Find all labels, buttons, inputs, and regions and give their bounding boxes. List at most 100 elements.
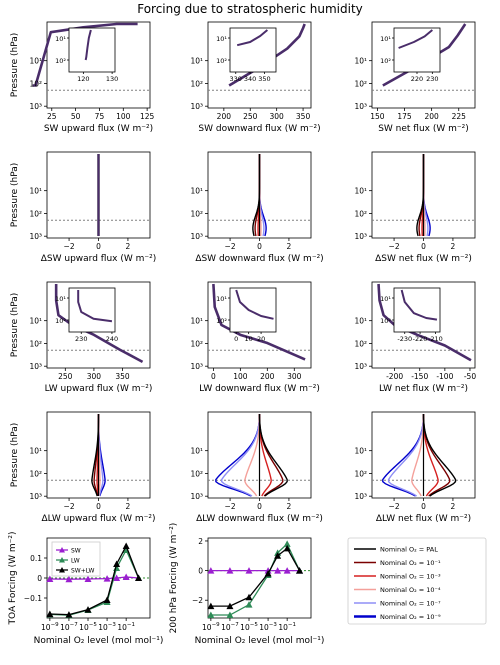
x-axis-label: LW upward flux (W m⁻²) <box>45 384 153 394</box>
inset-profile-line <box>400 289 438 321</box>
axes-frame <box>371 21 476 109</box>
forcing-marker <box>46 575 54 582</box>
x-tick-label: −2 <box>225 502 236 511</box>
x-tick-label: 250 <box>243 112 258 121</box>
x-tick-label: 150 <box>370 112 385 121</box>
forcing-marker <box>274 552 282 559</box>
inset-y-tick-label: 10¹ <box>380 35 391 43</box>
panel-toa: −0.1 0 0.1 10−9 10−7 10−5 10−3 10−1 TOA Forcing … <box>8 532 163 646</box>
forcing-marker <box>84 575 92 582</box>
y-tick-label: 10² <box>190 79 203 88</box>
legend-marker <box>59 557 65 563</box>
x-axis-label: SW net flux (W m⁻²) <box>378 124 469 134</box>
legend-label: SW <box>71 548 81 555</box>
x-tick-label: 10−1 <box>117 622 135 632</box>
y-tick-label: 10³ <box>354 362 367 371</box>
y-tick-label: 10¹ <box>354 187 367 196</box>
x-tick-label: 0 <box>96 502 101 511</box>
x-tick-label: 2 <box>451 502 456 511</box>
x-axis-label: ΔLW downward flux (W m⁻²) <box>196 514 323 524</box>
y-tick-label: 10³ <box>190 102 203 111</box>
x-tick-label: 75 <box>95 112 105 121</box>
y-tick-label: 10¹ <box>29 447 42 456</box>
x-axis-label: SW downward flux (W m⁻²) <box>198 124 320 134</box>
y-tick-label: 10³ <box>29 102 42 111</box>
x-tick-label: 225 <box>452 112 467 121</box>
x-tick-label: 300 <box>87 372 102 381</box>
inset-x-tick-label: 220 <box>411 75 423 83</box>
y-tick-label: 10¹ <box>190 317 203 326</box>
x-tick-label: 2 <box>126 242 131 251</box>
axes-frame <box>207 537 312 619</box>
x-tick-label: 10−1 <box>278 622 296 632</box>
difference-profile-line <box>411 414 425 497</box>
inset-y-tick-label: 10¹ <box>380 295 391 303</box>
x-tick-label: 10−7 <box>221 622 239 632</box>
y-axis-label: Pressure (hPa) <box>10 423 20 488</box>
y-tick-label: 10² <box>29 339 42 348</box>
x-tick-label: 200 <box>260 372 275 381</box>
inset-lw_down: 10¹ 10² 0 10 20 <box>216 287 277 343</box>
panel-dlw_down: 10¹ 10² 10³ −2 0 2 ΔLW downward flux (W m⁻²) <box>190 411 323 524</box>
panel-sw_up: 10¹ 10² 10³ 25 50 75 100 125 Pressure (hPa) SW up… <box>10 21 155 134</box>
panel-f200: −2 0 2 10−9 10−7 10−5 10−3 10−1 200 hPa Forcing … <box>169 523 324 646</box>
y-tick-label: 10³ <box>354 102 367 111</box>
inset-x-tick-label: -220 <box>413 335 428 343</box>
inset-frame <box>229 27 277 73</box>
inset-frame <box>393 287 441 333</box>
x-tick-label: 10−9 <box>41 622 59 632</box>
inset-x-tick-label: 0 <box>234 335 238 343</box>
x-tick-label: 250 <box>58 372 73 381</box>
y-tick-label: 10¹ <box>190 447 203 456</box>
forcing-marker <box>274 567 282 574</box>
inset-y-tick-label: 10¹ <box>55 295 66 303</box>
y-axis-label: Pressure (hPa) <box>10 293 20 358</box>
y-tick-label: 10² <box>29 209 42 218</box>
inset-profile-line <box>235 289 274 320</box>
forcing-marker <box>103 596 111 603</box>
inset-x-tick-label: 230 <box>75 335 87 343</box>
y-tick-label: 0 <box>198 567 203 576</box>
legend-label: SW+LW <box>71 568 95 575</box>
x-tick-label: 350 <box>115 372 130 381</box>
x-axis-label: SW upward flux (W m⁻²) <box>44 124 153 134</box>
legend-box <box>347 537 487 625</box>
panel-dsw_net: 10¹ 10² 10³ −2 0 2 ΔSW net flux (W m⁻²) <box>354 151 476 264</box>
y-tick-label: 10³ <box>29 492 42 501</box>
x-tick-label: −2 <box>389 242 400 251</box>
forcing-marker <box>283 540 291 547</box>
axes-frame <box>46 21 151 109</box>
y-tick-label: 10³ <box>29 232 42 241</box>
y-tick-label: 10¹ <box>190 187 203 196</box>
difference-profile-line <box>382 414 425 497</box>
x-tick-label: 10−3 <box>98 622 116 632</box>
panel-dlw_net: 10¹ 10² 10³ −2 0 2 ΔLW net flux (W m⁻²) <box>354 411 476 524</box>
inset-x-tick-label: 350 <box>258 75 270 83</box>
y-tick-label: 0.1 <box>30 554 42 563</box>
x-tick-label: 10−5 <box>240 622 258 632</box>
legend-entry: Nominal O₂ = 10⁻⁴ <box>380 586 441 594</box>
x-tick-label: 350 <box>296 112 311 121</box>
y-tick-label: 0 <box>37 574 42 583</box>
inset-frame <box>393 27 441 73</box>
x-axis-label: LW downward flux (W m⁻²) <box>199 384 320 394</box>
y-tick-label: 10¹ <box>354 447 367 456</box>
x-tick-label: -100 <box>436 372 453 381</box>
y-tick-label: 10² <box>354 469 367 478</box>
x-tick-label: −2 <box>64 242 75 251</box>
x-tick-label: 25 <box>47 112 57 121</box>
x-tick-label: 300 <box>287 372 302 381</box>
y-tick-label: 10² <box>29 469 42 478</box>
forcing-marker <box>122 573 130 580</box>
inset-x-tick-label: 230 <box>426 75 438 83</box>
x-tick-label: 50 <box>71 112 81 121</box>
panel-sw_down: 10¹ 10² 10³ 200 250 300 350 SW downward flux (W… <box>190 21 321 134</box>
inset-y-tick-label: 10¹ <box>55 35 66 43</box>
axes-frame <box>207 21 312 109</box>
difference-profile-line <box>244 414 261 497</box>
inset-y-tick-label: 10² <box>380 317 391 325</box>
legend-entry: Nominal O₂ = 10⁻⁷ <box>380 600 441 608</box>
x-tick-label: 300 <box>270 112 285 121</box>
x-tick-label: 0 <box>257 502 262 511</box>
